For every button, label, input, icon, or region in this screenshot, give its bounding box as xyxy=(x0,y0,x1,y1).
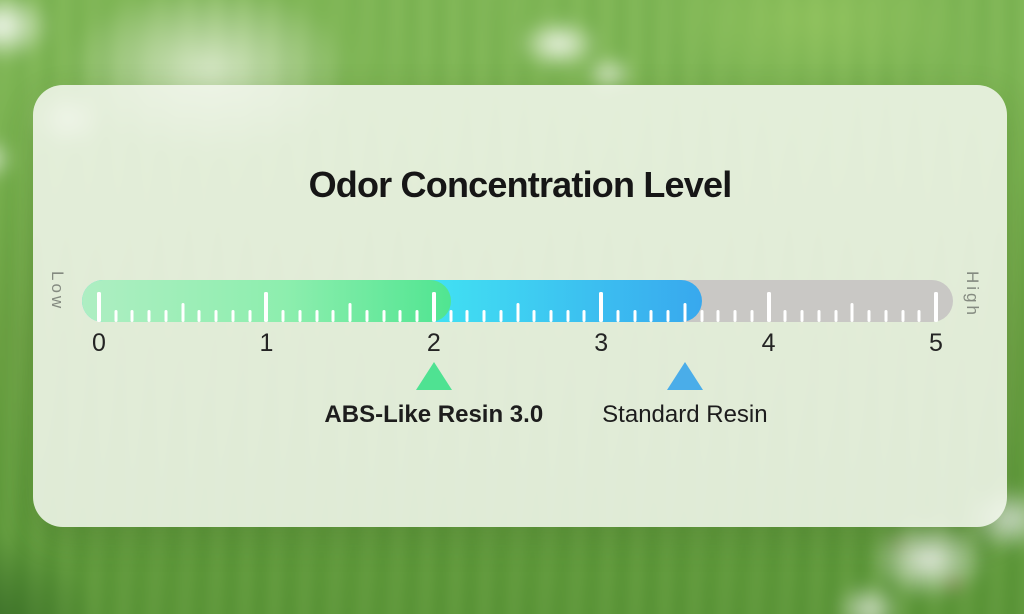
gauge-ruler xyxy=(82,280,953,322)
minor-tick xyxy=(716,310,720,322)
minor-tick xyxy=(516,303,519,322)
minor-tick xyxy=(231,310,235,322)
minor-tick xyxy=(298,310,302,322)
major-tick xyxy=(599,292,604,322)
minor-tick xyxy=(214,310,218,322)
minor-tick xyxy=(348,303,352,322)
minor-tick xyxy=(566,310,570,322)
minor-tick xyxy=(616,310,620,322)
minor-tick xyxy=(398,310,402,322)
minor-tick xyxy=(867,310,871,322)
minor-tick xyxy=(465,310,469,322)
axis-tick-label: 0 xyxy=(92,329,106,357)
minor-tick xyxy=(164,310,168,322)
marker-label: ABS-Like Resin 3.0 xyxy=(324,401,544,428)
minor-tick xyxy=(800,310,804,322)
minor-tick xyxy=(449,310,453,322)
axis-tick-label: 2 xyxy=(426,329,441,357)
axis-tick-label: 3 xyxy=(594,329,609,357)
minor-tick xyxy=(834,310,838,322)
axis-tick-label: 4 xyxy=(761,329,776,357)
minor-tick xyxy=(582,310,586,322)
marker-label: Standard Resin xyxy=(602,401,768,428)
minor-tick xyxy=(917,310,921,322)
minor-tick xyxy=(181,303,185,322)
minor-tick xyxy=(850,303,854,322)
minor-tick xyxy=(315,310,319,322)
minor-tick xyxy=(147,310,151,322)
marker-triangle-icon xyxy=(415,362,452,390)
minor-tick xyxy=(532,310,536,322)
minor-tick xyxy=(197,310,201,322)
minor-tick xyxy=(415,310,419,322)
chart-title: Odor Concentration Level xyxy=(308,164,733,205)
minor-tick xyxy=(633,310,637,322)
minor-tick xyxy=(649,310,653,322)
minor-tick xyxy=(683,303,687,322)
minor-tick xyxy=(700,310,704,322)
minor-tick xyxy=(365,310,369,322)
axis-tick-label: 1 xyxy=(259,329,274,357)
axis-tick-label: 5 xyxy=(929,329,943,357)
minor-tick xyxy=(817,310,821,322)
minor-tick xyxy=(281,310,285,322)
minor-tick xyxy=(248,310,252,322)
major-tick xyxy=(934,292,938,322)
minor-tick xyxy=(499,310,503,322)
minor-tick xyxy=(750,310,754,322)
minor-tick xyxy=(482,310,486,322)
low-end-label: Low xyxy=(48,271,67,312)
minor-tick xyxy=(901,310,905,322)
minor-tick xyxy=(382,310,386,322)
major-tick xyxy=(264,292,269,322)
major-tick xyxy=(766,292,771,322)
minor-tick xyxy=(884,310,888,322)
minor-tick xyxy=(130,310,134,322)
minor-tick xyxy=(783,310,787,322)
major-tick xyxy=(431,292,436,322)
minor-tick xyxy=(331,310,335,322)
minor-tick xyxy=(549,310,553,322)
minor-tick xyxy=(733,310,737,322)
high-end-label: High xyxy=(963,271,982,318)
minor-tick xyxy=(666,310,670,322)
marker-triangle-icon xyxy=(666,362,703,390)
major-tick xyxy=(97,292,101,322)
minor-tick xyxy=(114,310,118,322)
